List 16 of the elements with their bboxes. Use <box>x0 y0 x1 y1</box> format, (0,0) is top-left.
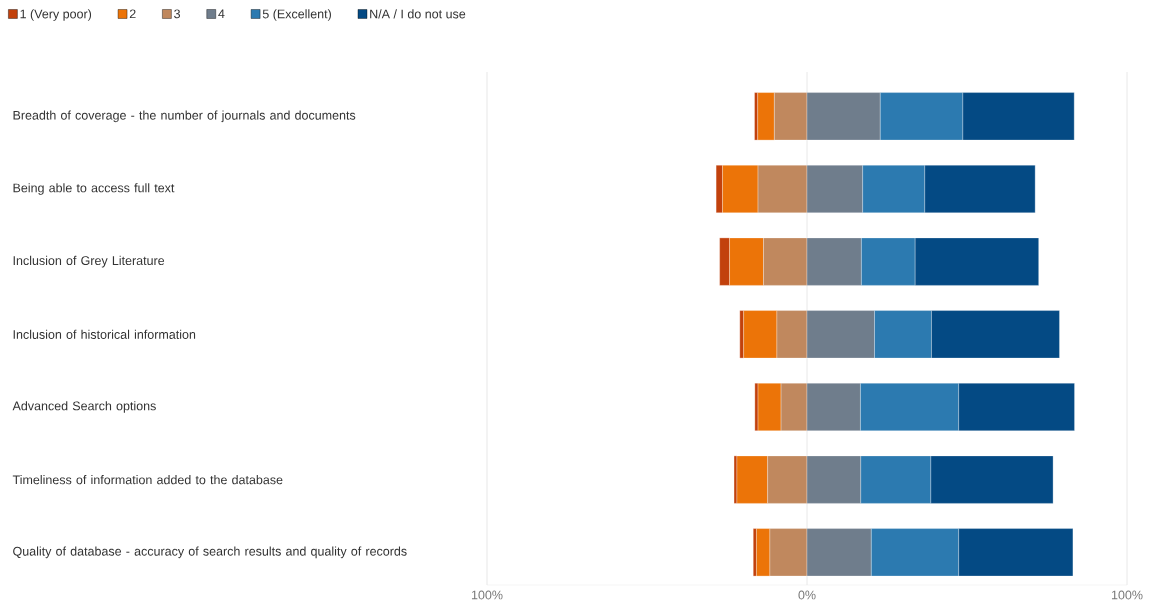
legend-label: N/A / I do not use <box>370 9 466 19</box>
x-tick-label: 0% <box>798 590 816 600</box>
y-tick-label: Being able to access full text <box>13 183 175 195</box>
y-tick-label: Inclusion of Grey Literature <box>13 255 165 268</box>
x-tick-label: 100% <box>1111 590 1143 600</box>
legend-label: 5 (Excellent) <box>262 9 331 21</box>
legend-label: 3 <box>174 9 180 19</box>
y-tick-label: Quality of database - accuracy of search results and quality of records <box>13 546 407 559</box>
x-tick-label: 100% <box>471 590 503 600</box>
legend-label: 1 (Very poor) <box>20 9 92 21</box>
y-tick-label: Inclusion of historical information <box>13 329 196 339</box>
legend-label: 2 <box>129 9 136 19</box>
y-tick-label: Breadth of coverage - the number of journals and documents <box>13 110 356 123</box>
y-tick-label: Advanced Search options <box>12 401 156 413</box>
y-tick-label: Timeliness of information added to the database <box>12 475 283 485</box>
legend-label: 4 <box>218 9 225 19</box>
